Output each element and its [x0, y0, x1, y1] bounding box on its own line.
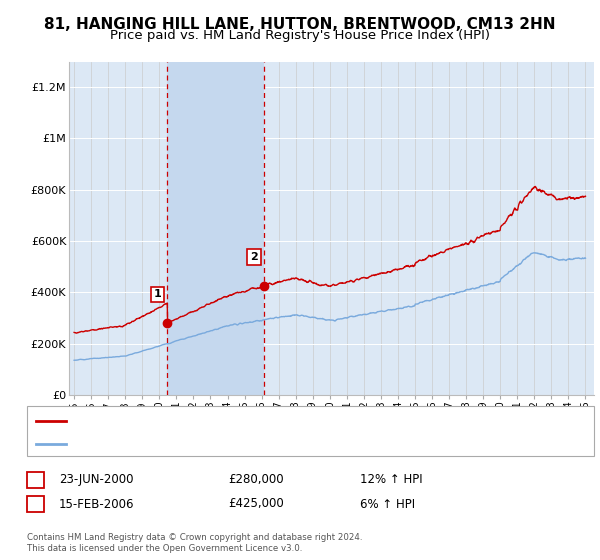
Text: 1: 1 [31, 473, 40, 487]
Text: Price paid vs. HM Land Registry's House Price Index (HPI): Price paid vs. HM Land Registry's House … [110, 29, 490, 42]
Text: 1: 1 [154, 290, 161, 300]
Text: £280,000: £280,000 [228, 473, 284, 487]
Text: 2: 2 [31, 497, 40, 511]
Text: HPI: Average price, detached house, Brentwood: HPI: Average price, detached house, Bren… [72, 439, 321, 449]
Bar [167, 62, 263, 395]
Text: 15-FEB-2006: 15-FEB-2006 [59, 497, 134, 511]
Text: Contains HM Land Registry data © Crown copyright and database right 2024.
This d: Contains HM Land Registry data © Crown c… [27, 533, 362, 553]
Text: 23-JUN-2000: 23-JUN-2000 [59, 473, 133, 487]
Text: £425,000: £425,000 [228, 497, 284, 511]
Text: 81, HANGING HILL LANE, HUTTON, BRENTWOOD, CM13 2HN: 81, HANGING HILL LANE, HUTTON, BRENTWOOD… [44, 17, 556, 32]
Text: 6% ↑ HPI: 6% ↑ HPI [360, 497, 415, 511]
Text: 12% ↑ HPI: 12% ↑ HPI [360, 473, 422, 487]
Text: 81, HANGING HILL LANE, HUTTON, BRENTWOOD, CM13 2HN (detached house): 81, HANGING HILL LANE, HUTTON, BRENTWOOD… [72, 416, 481, 426]
Text: 2: 2 [250, 252, 258, 262]
